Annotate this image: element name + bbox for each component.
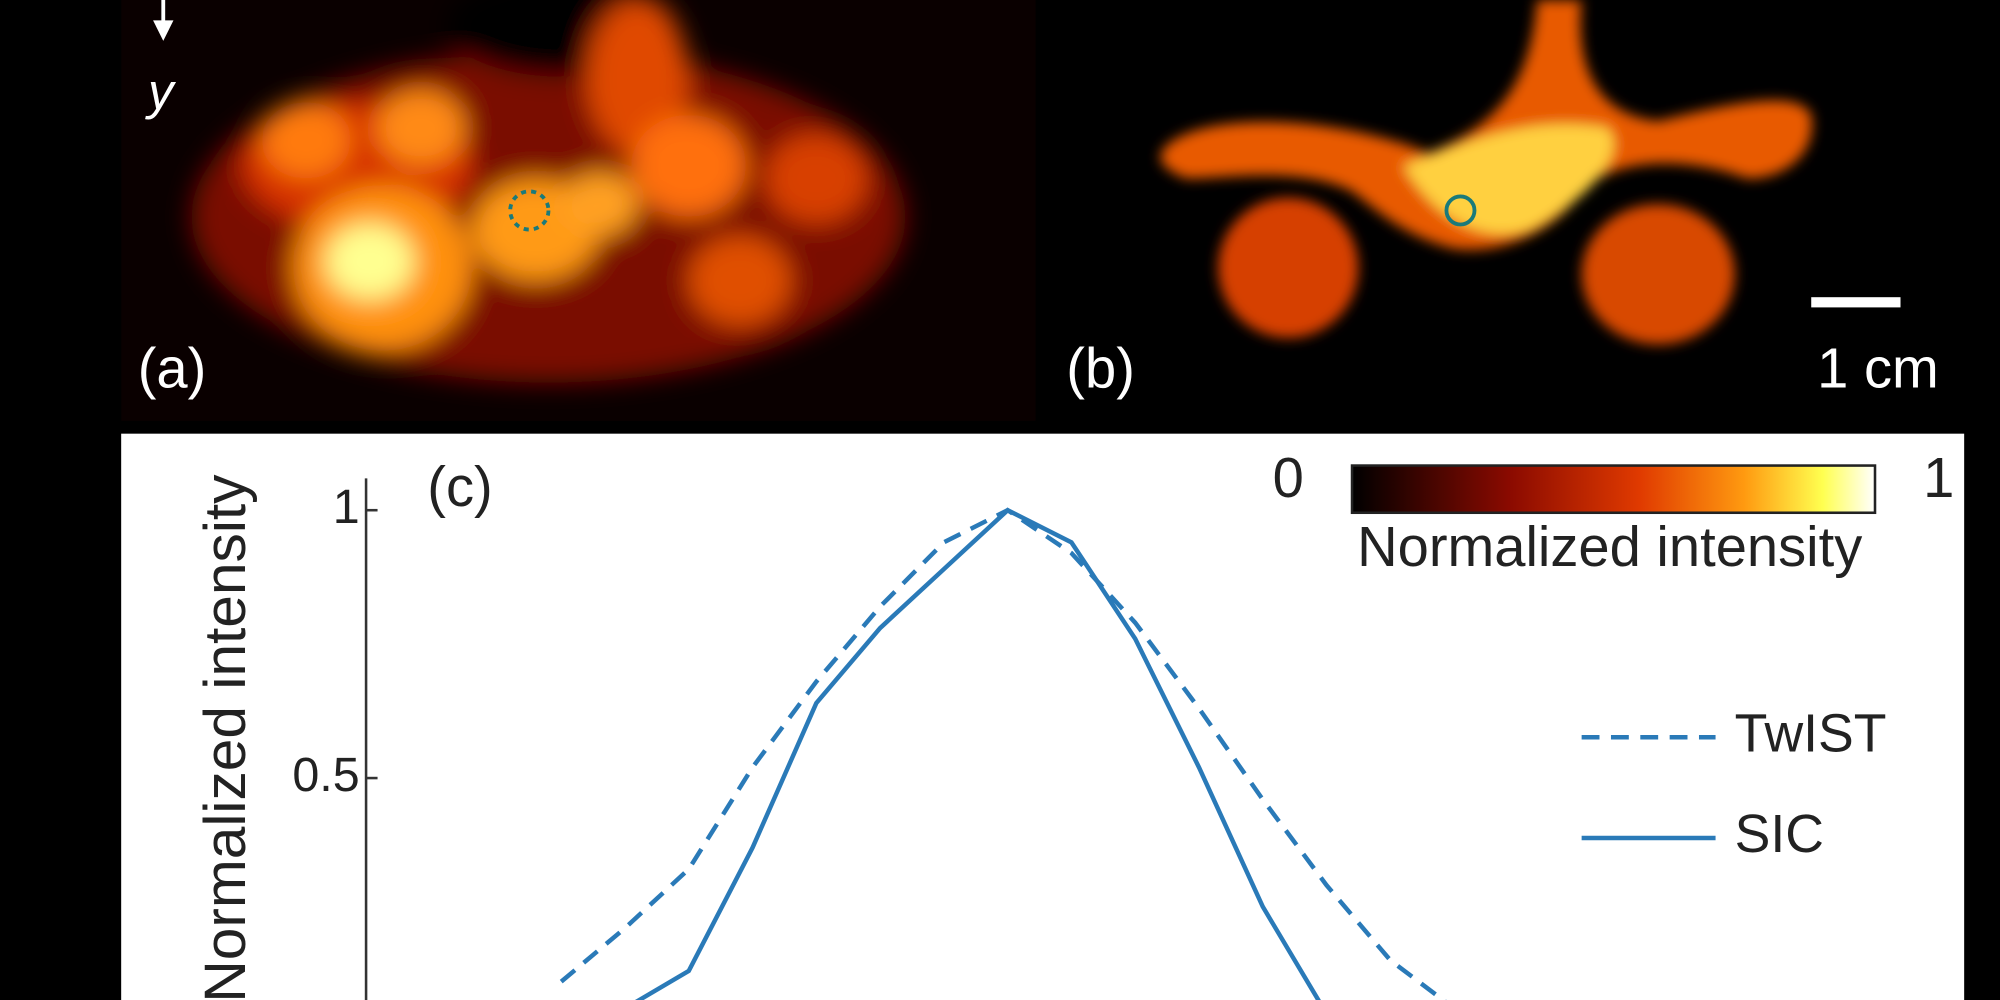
colorbar-tick-label: 1 <box>1923 446 1954 509</box>
y-tick-label: 1 <box>333 480 360 534</box>
legend-label: SIC <box>1735 805 1824 864</box>
axis-label: y <box>145 63 177 120</box>
legend-label: TwIST <box>1735 704 1887 763</box>
colorbar-tick-label: 0 <box>1273 446 1304 509</box>
panel-a: y (a) <box>121 0 1036 421</box>
scale-bar-label: 1 cm <box>1817 336 1939 399</box>
data-line <box>634 507 1321 1000</box>
y-axis-label: Normalized intensity <box>193 474 258 1000</box>
panel-label: (c) <box>427 455 492 518</box>
colorbar-label: Normalized intensity <box>1357 515 1862 578</box>
panel-label: (a) <box>138 336 207 399</box>
colorbar <box>1350 464 1877 515</box>
panel-b: 1 cm (b) <box>1048 0 1965 421</box>
y-tick-label: 0.5 <box>292 748 359 802</box>
chart-layer: 0 1 0.5 1 TwIST SIC <box>292 446 1954 1000</box>
panel-label: (b) <box>1066 336 1135 399</box>
